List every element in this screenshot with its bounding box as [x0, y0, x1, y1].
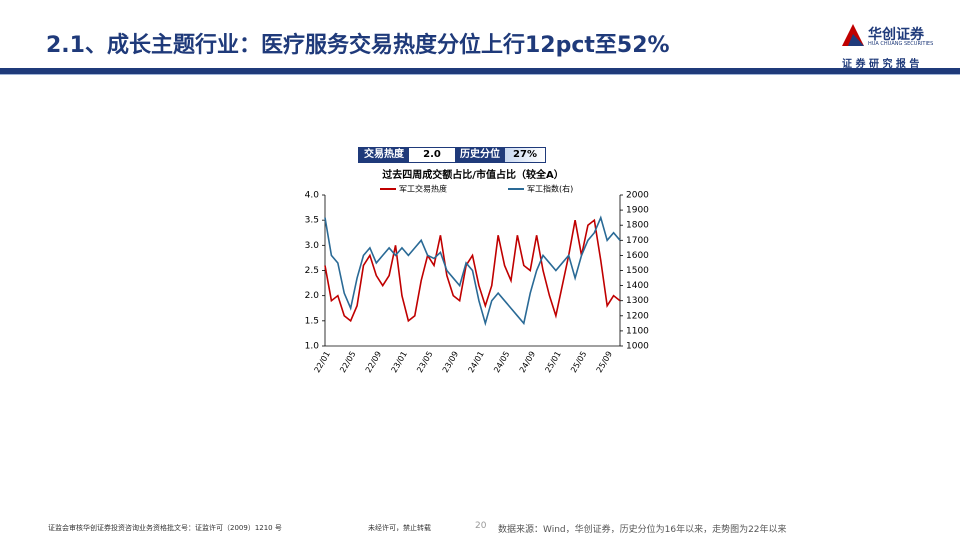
y2-tick-label: 1300: [626, 296, 649, 306]
y-tick-label: 2.0: [305, 291, 320, 301]
y2-tick-label: 1500: [626, 266, 649, 276]
slide-title: 2.1、成长主题行业：医疗服务交易热度分位上行12pct至52%: [46, 33, 670, 58]
logo-icon: [842, 24, 864, 46]
y2-tick-label: 1900: [626, 206, 649, 216]
x-tick-label: 23/09: [441, 350, 460, 374]
x-tick-label: 25/01: [543, 350, 562, 374]
footer-source: 数据来源：Wind，华创证券，历史分位为16年以来，走势图为22年以来: [498, 525, 787, 535]
y-tick-label: 2.5: [305, 266, 319, 276]
x-tick-label: 24/05: [492, 350, 511, 374]
series-line: [324, 215, 621, 327]
y-tick-label: 1.5: [305, 316, 319, 326]
y2-tick-label: 1700: [626, 236, 649, 246]
x-tick-label: 23/01: [390, 350, 409, 374]
info-cell: 历史分位: [455, 148, 505, 162]
y2-tick-label: 1000: [626, 342, 649, 352]
legend-label: 军工指数(右): [527, 184, 573, 194]
y2-tick-label: 1200: [626, 311, 649, 321]
series-line: [324, 218, 621, 323]
x-tick-label: 24/09: [518, 350, 537, 374]
y2-tick-label: 1400: [626, 281, 649, 291]
chart-title: 过去四周成交额占比/市值占比（较全A）: [382, 168, 563, 181]
y-tick-label: 4.0: [305, 191, 320, 201]
x-tick-label: 23/05: [415, 350, 434, 374]
y2-tick-label: 1600: [626, 251, 649, 261]
x-tick-label: 25/09: [595, 350, 614, 374]
y-tick-label: 3.0: [305, 241, 320, 251]
x-tick-label: 22/09: [364, 350, 383, 374]
x-tick-label: 22/05: [338, 350, 357, 374]
x-tick-label: 24/01: [466, 350, 485, 374]
header-band: [0, 68, 960, 74]
logo-en: HUA CHUANG SECURITIES: [868, 41, 934, 47]
page-number: 20: [475, 521, 487, 531]
info-cell: 27%: [505, 148, 545, 162]
header-rule: [0, 74, 960, 75]
y2-tick-label: 2000: [626, 191, 649, 201]
info-table: 交易热度 2.0 历史分位 27%: [358, 147, 546, 163]
y2-tick-label: 1100: [626, 326, 649, 336]
tagline: 证 券 研 究 报 告: [842, 59, 920, 70]
footer-license: 证监会审核华创证券投资咨询业务资格批文号：证监许可（2009）1210 号: [48, 524, 282, 532]
legend-label: 军工交易热度: [399, 184, 447, 194]
footer-notice: 未经许可，禁止转载: [368, 524, 431, 532]
y-tick-label: 3.5: [305, 216, 319, 226]
logo-text: 华创证券: [868, 27, 924, 43]
x-tick-label: 22/01: [313, 350, 332, 374]
y-tick-label: 1.0: [305, 342, 320, 352]
y2-tick-label: 1800: [626, 221, 649, 231]
info-cell: 交易热度: [359, 148, 409, 162]
x-tick-label: 25/05: [569, 350, 588, 374]
info-cell: 2.0: [409, 148, 455, 162]
